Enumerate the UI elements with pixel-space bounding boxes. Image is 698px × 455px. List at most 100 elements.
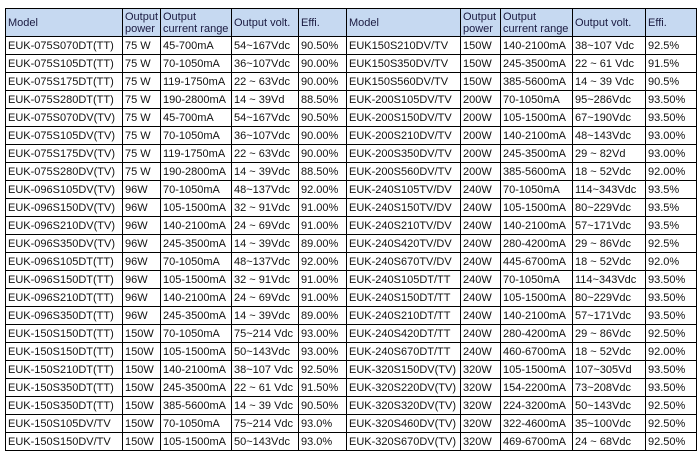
cell-current-range: 70-1050mA <box>160 324 232 343</box>
cell-efficiency: 93.5% <box>645 180 697 199</box>
cell-current-range: 70-1050mA <box>160 126 232 145</box>
cell-model: EUK-150S150DV/TV <box>5 432 123 451</box>
cell-efficiency: 93.50% <box>645 108 697 127</box>
cell-current-range: 140-2100mA <box>500 306 573 325</box>
cell-current-range: 70-1050mA <box>160 54 232 73</box>
cell-model: EUK-240S150TV/DV <box>346 198 461 217</box>
cell-output-volt: 35~100Vdc <box>572 414 646 433</box>
cell-output-power: 96W <box>122 216 161 235</box>
cell-current-range: 460-6700mA <box>500 342 573 361</box>
cell-output-volt: 38~107 Vdc <box>231 360 299 379</box>
header-efficiency: Effi. <box>645 8 697 37</box>
header-current-range: Output current range <box>160 8 232 37</box>
cell-output-power: 320W <box>460 396 501 415</box>
cell-efficiency: 92.00% <box>645 162 697 181</box>
cell-model: EUK-075S280DT(TT) <box>5 90 123 109</box>
cell-output-power: 200W <box>460 126 501 145</box>
cell-output-power: 75 W <box>122 162 161 181</box>
cell-output-volt: 50~143Vdc <box>231 342 299 361</box>
cell-current-range: 70-1050mA <box>500 90 573 109</box>
table-row: EUK-075S175DV(TV) 75 W 119-1750mA 22 ~ 63Vd… <box>5 144 697 163</box>
cell-output-volt: 57~171Vdc <box>572 216 646 235</box>
cell-efficiency: 93.5% <box>645 216 697 235</box>
cell-current-range: 140-2100mA <box>160 288 232 307</box>
cell-output-power: 200W <box>460 144 501 163</box>
cell-model: EUK-150S210DT(TT) <box>5 360 123 379</box>
cell-model: EUK-096S105DT(TT) <box>5 252 123 271</box>
cell-model: EUK-320S670DV(TV) <box>346 432 461 451</box>
cell-model: EUK-096S210DV(TV) <box>5 216 123 235</box>
cell-output-power: 150W <box>122 414 161 433</box>
cell-model: EUK-240S420DT/TT <box>346 324 461 343</box>
cell-model: EUK-320S150DV(TV) <box>346 360 461 379</box>
cell-output-power: 320W <box>460 378 501 397</box>
cell-current-range: 224-3200mA <box>500 396 573 415</box>
cell-model: EUK150S210DV/TV <box>346 36 461 55</box>
cell-model: EUK-150S350DT(TT) <box>5 378 123 397</box>
cell-model: EUK-200S560DV/TV <box>346 162 461 181</box>
cell-output-power: 240W <box>460 180 501 199</box>
cell-current-range: 45-700mA <box>160 36 232 55</box>
cell-efficiency: 91.00% <box>298 288 347 307</box>
cell-output-volt: 107~305Vd <box>572 360 646 379</box>
table-row: EUK-150S350DT(TT) 150W 245-3500mA 22 ~ 61 V… <box>5 378 697 397</box>
table-row: EUK-096S350DV(TV) 96W 245-3500mA 14 ~ 39Vdc… <box>5 234 697 253</box>
cell-output-power: 96W <box>122 198 161 217</box>
cell-efficiency: 92.0% <box>645 252 697 271</box>
table-row: EUK-075S105DV(TV) 75 W 70-1050mA 36~107Vdc 9… <box>5 126 697 145</box>
cell-model: EUK-240S670DT/TT <box>346 342 461 361</box>
table-body: EUK-075S070DT(TT) 75 W 45-700mA 54~167Vdc 90… <box>5 36 697 451</box>
cell-output-power: 240W <box>460 234 501 253</box>
table-row: EUK-075S280DT(TT) 75 W 190-2800mA 14 ~ 39Vd… <box>5 90 697 109</box>
cell-model: EUK-075S105DV(TV) <box>5 126 123 145</box>
cell-output-power: 96W <box>122 252 161 271</box>
cell-model: EUK-096S350DV(TV) <box>5 234 123 253</box>
cell-current-range: 140-2100mA <box>500 126 573 145</box>
cell-current-range: 385-5600mA <box>500 162 573 181</box>
cell-model: EUK-200S105DV/TV <box>346 90 461 109</box>
cell-current-range: 140-2100mA <box>500 36 573 55</box>
cell-current-range: 105-1500mA <box>160 198 232 217</box>
cell-output-volt: 114~343Vdc <box>572 180 646 199</box>
table-row: EUK-096S105DV(TV) 96W 70-1050mA 48~137Vdc 92… <box>5 180 697 199</box>
cell-model: EUK-320S220DV(TV) <box>346 378 461 397</box>
cell-output-volt: 29 ~ 86Vdc <box>572 324 646 343</box>
cell-output-power: 240W <box>460 342 501 361</box>
cell-output-power: 240W <box>460 252 501 271</box>
cell-output-volt: 29 ~ 86Vdc <box>572 234 646 253</box>
cell-output-power: 200W <box>460 90 501 109</box>
table-row: EUK-096S350DT(TT) 96W 245-3500mA 14 ~ 39Vdc… <box>5 306 697 325</box>
cell-current-range: 385-5600mA <box>160 396 232 415</box>
cell-output-volt: 67~190Vdc <box>572 108 646 127</box>
cell-output-volt: 48~143Vdc <box>572 126 646 145</box>
cell-current-range: 190-2800mA <box>160 162 232 181</box>
cell-output-power: 75 W <box>122 72 161 91</box>
cell-current-range: 154-2200mA <box>500 378 573 397</box>
cell-current-range: 140-2100mA <box>160 216 232 235</box>
cell-current-range: 105-1500mA <box>160 432 232 451</box>
header-row: Model Output power Output current range Out… <box>5 8 697 37</box>
header-efficiency: Effi. <box>298 8 347 37</box>
cell-output-power: 96W <box>122 234 161 253</box>
cell-efficiency: 90.00% <box>298 126 347 145</box>
cell-efficiency: 92.00% <box>298 252 347 271</box>
header-model: Model <box>5 8 123 37</box>
cell-current-range: 70-1050mA <box>500 180 573 199</box>
cell-model: EUK-240S210DT/TT <box>346 306 461 325</box>
cell-efficiency: 92.50% <box>645 324 697 343</box>
cell-efficiency: 91.50% <box>298 378 347 397</box>
cell-output-power: 75 W <box>122 90 161 109</box>
cell-model: EUK-150S150DT(TT) <box>5 324 123 343</box>
cell-output-power: 96W <box>122 180 161 199</box>
cell-efficiency: 90.50% <box>298 108 347 127</box>
table-row: EUK-150S350DT(TT) 150W 385-5600mA 14 ~ 39 V… <box>5 396 697 415</box>
cell-efficiency: 90.00% <box>298 72 347 91</box>
table-row: EUK-150S210DT(TT) 150W 140-2100mA 38~107 Vd… <box>5 360 697 379</box>
cell-output-volt: 114~343Vdc <box>572 270 646 289</box>
table-row: EUK-075S280DV(TV) 75 W 190-2800mA 14 ~ 39Vd… <box>5 162 697 181</box>
cell-output-volt: 32 ~ 91Vdc <box>231 270 299 289</box>
cell-current-range: 385-5600mA <box>500 72 573 91</box>
table-row: EUK-075S070DT(TT) 75 W 45-700mA 54~167Vdc 90… <box>5 36 697 55</box>
cell-output-volt: 38~107 Vdc <box>572 36 646 55</box>
cell-model: EUK-150S105DV/TV <box>5 414 123 433</box>
